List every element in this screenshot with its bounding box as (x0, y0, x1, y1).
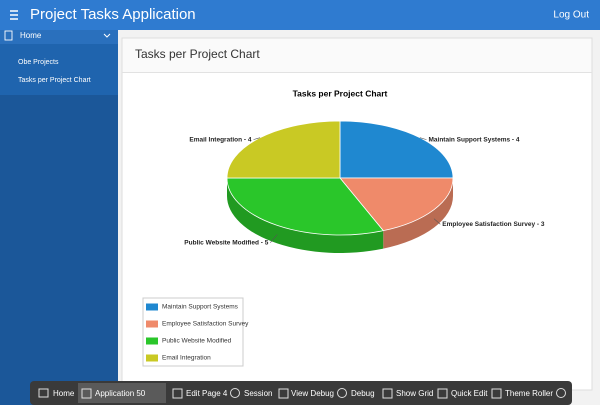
leader-line (419, 137, 427, 140)
legend-swatch (146, 337, 158, 345)
legend-label[interactable]: Public Website Modified (162, 338, 232, 345)
toolbar-item[interactable]: Quick Edit (451, 389, 488, 398)
pie-slice (339, 177, 454, 232)
pie-slice (339, 120, 454, 179)
toolbar-item[interactable]: View Debug (291, 389, 334, 398)
logout-link[interactable]: Log Out (553, 10, 589, 21)
legend-swatch (146, 320, 158, 328)
app-title[interactable]: Project Tasks Application (30, 6, 196, 23)
pie-chart: Maintain Support Systems - 4 Employee Sat… (184, 120, 545, 253)
data-label: Maintain Support Systems - 4 (428, 136, 519, 143)
legend-label[interactable]: Maintain Support Systems (162, 304, 239, 311)
app-header (0, 0, 600, 30)
toolbar-selected (78, 383, 166, 403)
chevron[interactable] (103, 33, 111, 38)
toolbar-item[interactable]: Theme Roller (505, 389, 553, 398)
toolbar-items: Home Application 50 Edit Page 4 Session View… (53, 389, 553, 398)
toolbar-item[interactable]: Show Grid (396, 389, 433, 398)
toolbar-item[interactable]: Debug (351, 389, 375, 398)
data-label: Email Integration - 4 (189, 136, 252, 143)
legend-items: Maintain Support Systems Employee Satisfa… (146, 303, 249, 362)
toolbar-item[interactable]: Edit Page 4 (186, 389, 228, 398)
legend-label[interactable]: Email Integration (162, 355, 211, 362)
pie-slice-side (227, 178, 384, 253)
leader-line (253, 137, 261, 140)
menu-icon[interactable] (10, 10, 18, 20)
leader-line (433, 218, 441, 225)
legend (142, 297, 244, 367)
nav-home-row[interactable] (0, 30, 118, 44)
pie-slice-side (383, 178, 453, 249)
chart-title: Tasks per Project Chart (293, 88, 388, 98)
nav-item[interactable]: Obe Projects (18, 59, 59, 66)
region-header (122, 38, 592, 73)
toolbar-item[interactable]: Application 50 (95, 389, 146, 398)
legend-swatch (146, 354, 158, 362)
pie-slice (226, 120, 341, 179)
toolbar-item[interactable]: Home (53, 389, 75, 398)
home-icon (4, 30, 13, 41)
legend-swatch (146, 303, 158, 311)
nav-item[interactable]: Tasks per Project Chart (18, 77, 91, 84)
toolbar-icons (38, 388, 566, 399)
data-label: Employee Satisfaction Survey - 3 (442, 221, 545, 228)
nav-item[interactable]: Home (20, 31, 42, 40)
legend-label[interactable]: Employee Satisfaction Survey (162, 321, 249, 328)
leader-line (270, 234, 278, 243)
region-title: Tasks per Project Chart (135, 47, 260, 61)
data-label: Public Website Modified - 5 (184, 239, 268, 246)
pie-slice (226, 177, 384, 236)
toolbar-item[interactable]: Session (244, 389, 272, 398)
